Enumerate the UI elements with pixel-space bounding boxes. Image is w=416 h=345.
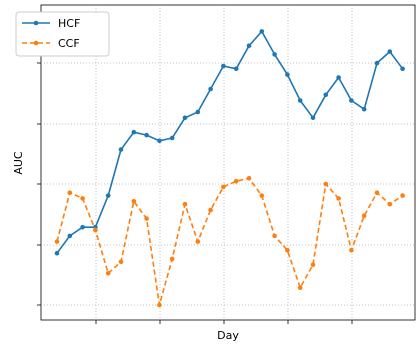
- data-point-ccf: [208, 207, 213, 213]
- data-point-hcf: [246, 43, 252, 49]
- data-point-hcf: [118, 147, 124, 152]
- data-point-ccf: [400, 193, 405, 198]
- data-point-ccf: [349, 248, 354, 253]
- data-point-hcf: [400, 66, 405, 72]
- legend-label-hcf: HCF: [58, 17, 80, 30]
- series-line-hcf: [56, 30, 404, 254]
- data-point-hcf: [80, 224, 85, 230]
- legend-marker-hcf: [33, 20, 39, 26]
- data-point-ccf: [387, 201, 393, 207]
- y-axis-label: AUC: [12, 151, 25, 175]
- data-point-hcf: [182, 115, 188, 121]
- data-point-ccf: [157, 302, 162, 308]
- data-point-ccf: [169, 256, 175, 262]
- data-point-ccf: [144, 216, 149, 221]
- data-point-hcf: [233, 66, 239, 72]
- data-point-hcf: [336, 75, 341, 80]
- data-point-hcf: [387, 49, 393, 54]
- data-point-ccf: [374, 190, 380, 195]
- data-point-ccf: [336, 196, 341, 201]
- legend-marker-ccf: [33, 40, 39, 46]
- series-group: [54, 29, 405, 308]
- data-point-hcf: [349, 98, 354, 103]
- data-point-ccf: [105, 271, 111, 276]
- data-point-hcf: [285, 72, 290, 77]
- data-point-hcf: [361, 106, 367, 112]
- data-point-hcf: [208, 86, 213, 92]
- data-point-hcf: [157, 138, 162, 144]
- data-point-hcf: [131, 129, 137, 135]
- x-axis-label: Day: [217, 329, 239, 342]
- data-point-ccf: [93, 227, 98, 233]
- legend-label-ccf: CCF: [58, 37, 80, 50]
- data-point-hcf: [67, 233, 73, 239]
- data-point-ccf: [54, 239, 60, 244]
- grid-lines: [41, 5, 415, 320]
- axis-ticks: [37, 62, 353, 324]
- data-point-hcf: [297, 98, 303, 103]
- data-point-ccf: [246, 176, 252, 181]
- data-point-ccf: [297, 285, 303, 291]
- legend: HCF CCF: [15, 11, 110, 57]
- data-point-ccf: [80, 196, 85, 201]
- data-point-ccf: [285, 248, 290, 253]
- data-point-hcf: [374, 60, 380, 66]
- data-point-hcf: [195, 109, 201, 115]
- data-point-hcf: [221, 63, 226, 69]
- data-point-ccf: [131, 199, 137, 204]
- data-point-ccf: [67, 190, 73, 195]
- data-point-hcf: [54, 250, 60, 256]
- data-point-hcf: [169, 135, 175, 141]
- data-point-hcf: [144, 132, 149, 138]
- data-point-hcf: [259, 29, 265, 34]
- data-point-hcf: [310, 115, 316, 121]
- data-point-ccf: [195, 239, 201, 244]
- plot-area: [40, 4, 416, 321]
- data-point-ccf: [233, 178, 239, 184]
- series-line-ccf: [56, 177, 404, 306]
- data-point-hcf: [105, 193, 111, 198]
- data-point-ccf: [182, 201, 188, 207]
- data-point-ccf: [323, 181, 329, 187]
- data-point-ccf: [310, 262, 316, 268]
- data-point-hcf: [272, 52, 277, 57]
- data-point-hcf: [323, 92, 329, 98]
- data-point-ccf: [221, 184, 226, 190]
- data-point-ccf: [272, 233, 277, 239]
- data-point-ccf: [118, 259, 124, 265]
- data-point-ccf: [259, 193, 265, 198]
- data-point-ccf: [361, 213, 367, 218]
